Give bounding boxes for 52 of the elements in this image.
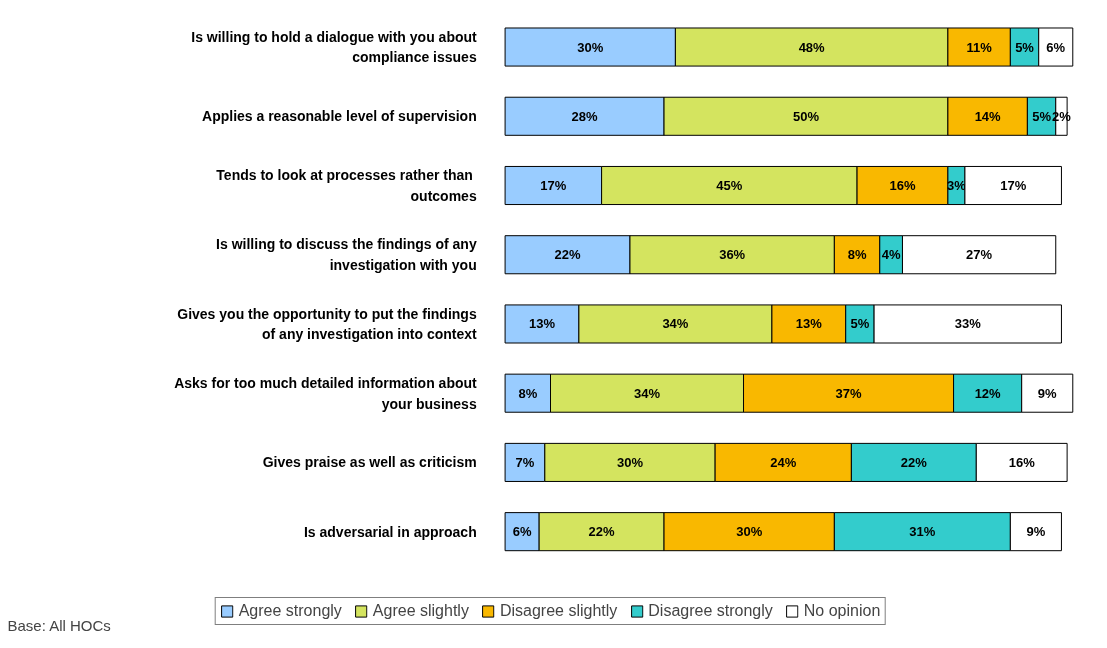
y-tick-label: Tends to look at processes rather than outcomes	[216, 167, 477, 204]
data-label: 5%	[1015, 39, 1035, 55]
data-label: 36%	[719, 247, 746, 263]
y-tick-label: Asks for too much detailed information about your business	[174, 374, 478, 412]
data-label: 17%	[1000, 178, 1027, 193]
data-label: 45%	[716, 178, 743, 193]
data-label: 33%	[954, 316, 982, 332]
y-tick-label: Is willing to hold a dialogue with you about compliance issues	[191, 28, 478, 66]
y-tick-label: Applies a reasonable level of supervision	[202, 108, 477, 125]
data-label: 22%	[588, 524, 616, 540]
y-tick-label: Gives praise as well as criticism	[262, 454, 477, 471]
data-label: 4%	[881, 247, 901, 263]
data-label: 48%	[798, 39, 826, 55]
data-label: 37%	[835, 385, 862, 401]
legend-label: Disagree slightly	[499, 602, 618, 620]
data-label: 5%	[1032, 108, 1052, 124]
legend-label: Agree slightly	[372, 602, 469, 620]
data-label: 13%	[528, 316, 556, 332]
y-tick-label: Is adversarial in approach	[303, 523, 477, 540]
data-label: 12%	[974, 385, 1002, 401]
data-label: 30%	[616, 454, 644, 470]
data-label: 16%	[1008, 454, 1036, 470]
y-tick-label: Gives you the opportunity to put the findings of any investigation into context	[177, 305, 478, 343]
data-label: 6%	[512, 524, 532, 540]
data-label: 28%	[571, 108, 599, 124]
data-label: 9%	[1026, 524, 1046, 540]
data-label: 7%	[515, 454, 535, 470]
data-label: 30%	[736, 524, 763, 540]
data-label: 14%	[974, 108, 1002, 124]
data-label: 30%	[577, 39, 604, 55]
legend-label: Disagree strongly	[648, 602, 773, 620]
data-label: 34%	[662, 316, 689, 332]
data-label: 24%	[770, 454, 797, 470]
data-label: 6%	[1046, 39, 1066, 55]
y-tick-label: Is willing to discuss the findings of any investigation with you	[216, 236, 477, 274]
data-label: 8%	[518, 385, 538, 401]
data-label: 16%	[889, 178, 916, 193]
legend-label: Agree strongly	[238, 602, 342, 620]
data-label: 8%	[847, 247, 867, 263]
data-label: 22%	[900, 454, 928, 470]
data-label: 9%	[1037, 385, 1058, 401]
data-label: 22%	[554, 247, 581, 263]
data-label: 17%	[540, 178, 567, 193]
data-label: 27%	[966, 247, 993, 263]
data-label: 34%	[634, 385, 661, 401]
data-label: 13%	[795, 316, 823, 332]
data-label: 11%	[966, 39, 993, 55]
data-label: 50%	[792, 108, 820, 124]
data-label: 31%	[909, 524, 936, 540]
data-label: 5%	[850, 316, 870, 332]
legend-label: No opinion	[803, 602, 881, 620]
text: Base: All HOCs	[7, 616, 111, 634]
